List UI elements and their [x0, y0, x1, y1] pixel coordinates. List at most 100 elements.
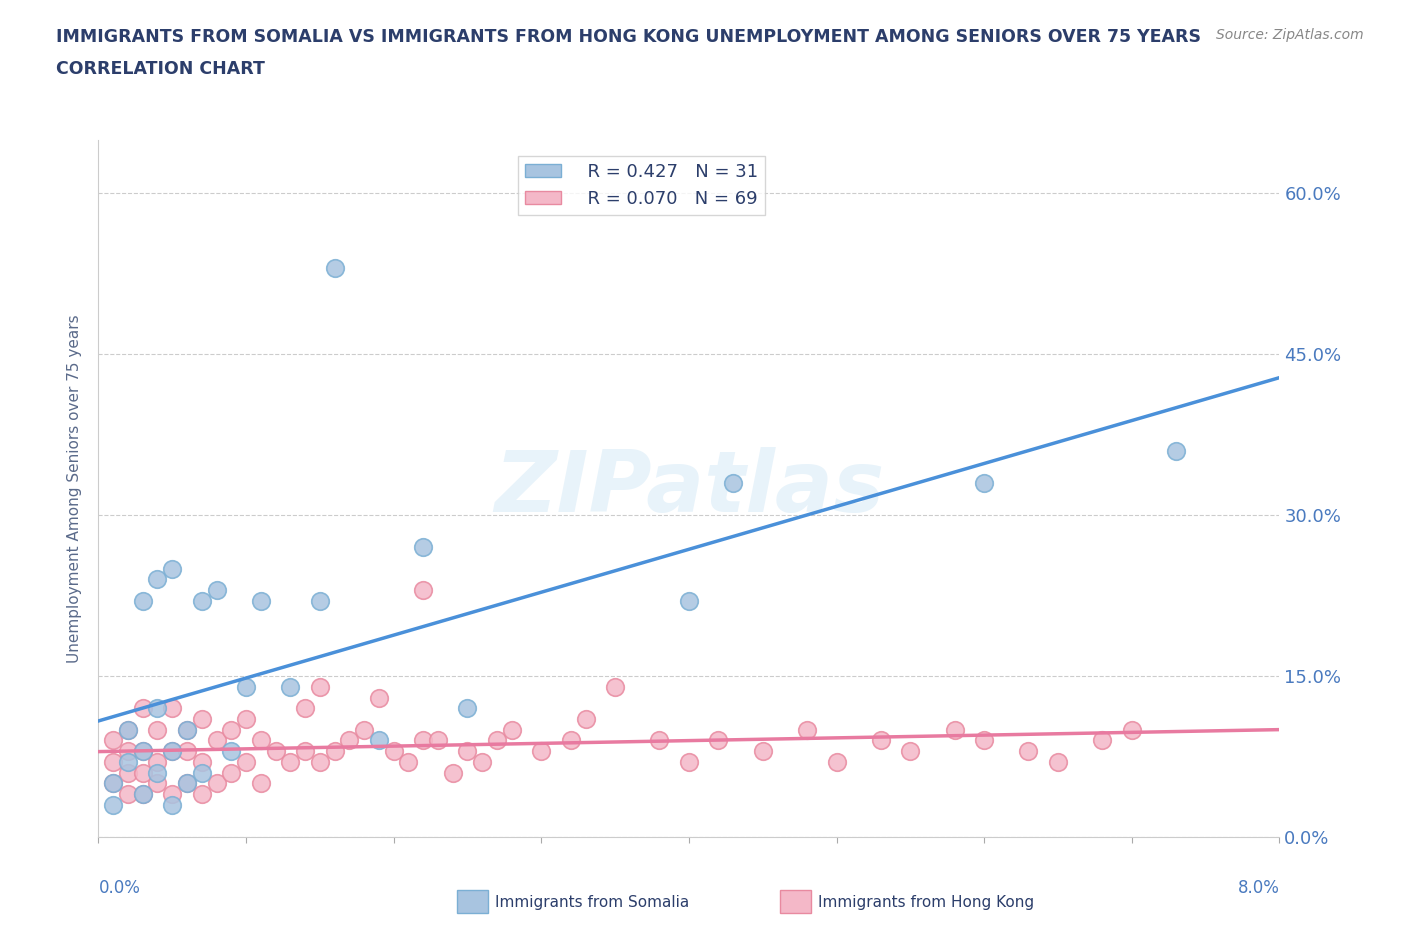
Point	[485, 733, 508, 748]
Point	[132, 701, 155, 716]
Point	[323, 744, 346, 759]
Point	[648, 733, 671, 748]
Point	[103, 733, 125, 748]
Point	[132, 593, 155, 608]
Point	[721, 475, 744, 490]
Point	[530, 744, 553, 759]
Text: Source: ZipAtlas.com: Source: ZipAtlas.com	[1216, 28, 1364, 42]
Point	[205, 733, 228, 748]
Point	[501, 723, 523, 737]
Point	[162, 787, 183, 802]
Y-axis label: Unemployment Among Seniors over 75 years: Unemployment Among Seniors over 75 years	[67, 314, 83, 662]
Text: CORRELATION CHART: CORRELATION CHART	[56, 60, 266, 78]
Point	[456, 744, 478, 759]
Point	[176, 776, 198, 790]
Point	[869, 733, 891, 748]
Point	[1017, 744, 1039, 759]
Point	[146, 701, 169, 716]
Point	[191, 593, 214, 608]
Point	[825, 754, 848, 769]
Point	[264, 744, 287, 759]
Point	[146, 776, 169, 790]
Point	[117, 787, 139, 802]
Point	[308, 679, 332, 694]
Text: Immigrants from Somalia: Immigrants from Somalia	[495, 895, 689, 910]
Point	[103, 776, 125, 790]
Point	[396, 754, 419, 769]
Point	[176, 723, 198, 737]
Point	[943, 723, 966, 737]
Point	[323, 260, 346, 275]
Point	[117, 754, 139, 769]
Point	[574, 711, 596, 726]
Point	[219, 744, 242, 759]
Point	[235, 754, 257, 769]
Text: 0.0%: 0.0%	[98, 879, 141, 897]
Point	[146, 723, 169, 737]
Point	[103, 754, 125, 769]
Point	[132, 787, 155, 802]
Point	[707, 733, 730, 748]
Point	[191, 765, 214, 780]
Point	[191, 787, 214, 802]
Point	[1121, 723, 1143, 737]
Point	[205, 583, 228, 598]
Point	[973, 475, 995, 490]
Point	[162, 744, 183, 759]
Point	[1046, 754, 1069, 769]
Point	[176, 744, 198, 759]
Point	[219, 765, 242, 780]
Point	[146, 754, 169, 769]
Point	[973, 733, 995, 748]
Point	[456, 701, 478, 716]
Point	[560, 733, 582, 748]
Point	[103, 797, 125, 812]
Text: IMMIGRANTS FROM SOMALIA VS IMMIGRANTS FROM HONG KONG UNEMPLOYMENT AMONG SENIORS : IMMIGRANTS FROM SOMALIA VS IMMIGRANTS FR…	[56, 28, 1201, 46]
Point	[146, 572, 169, 587]
Point	[191, 754, 214, 769]
Point	[132, 744, 155, 759]
Point	[1091, 733, 1114, 748]
Point	[176, 723, 198, 737]
Point	[117, 765, 139, 780]
Point	[412, 539, 434, 554]
Point	[441, 765, 464, 780]
Point	[308, 593, 332, 608]
Point	[250, 776, 273, 790]
Point	[1164, 444, 1187, 458]
Point	[337, 733, 360, 748]
Point	[382, 744, 405, 759]
Point	[294, 744, 316, 759]
Point	[412, 733, 434, 748]
Point	[353, 723, 375, 737]
Point	[308, 754, 332, 769]
Point	[162, 744, 183, 759]
Point	[162, 701, 183, 716]
Point	[117, 723, 139, 737]
Point	[176, 776, 198, 790]
Point	[117, 744, 139, 759]
Point	[678, 754, 700, 769]
Point	[191, 711, 214, 726]
Point	[294, 701, 316, 716]
Text: ZIPatlas: ZIPatlas	[494, 446, 884, 530]
Point	[132, 744, 155, 759]
Legend:   R = 0.427   N = 31,   R = 0.070   N = 69: R = 0.427 N = 31, R = 0.070 N = 69	[519, 155, 765, 215]
Point	[605, 679, 627, 694]
Point	[205, 776, 228, 790]
Point	[796, 723, 818, 737]
Point	[250, 593, 273, 608]
Point	[103, 776, 125, 790]
Point	[117, 723, 139, 737]
Point	[471, 754, 494, 769]
Text: 8.0%: 8.0%	[1237, 879, 1279, 897]
Point	[235, 711, 257, 726]
Point	[146, 765, 169, 780]
Point	[412, 583, 434, 598]
Point	[278, 679, 302, 694]
Point	[132, 765, 155, 780]
Point	[162, 797, 183, 812]
Point	[250, 733, 273, 748]
Point	[367, 733, 389, 748]
Point	[278, 754, 302, 769]
